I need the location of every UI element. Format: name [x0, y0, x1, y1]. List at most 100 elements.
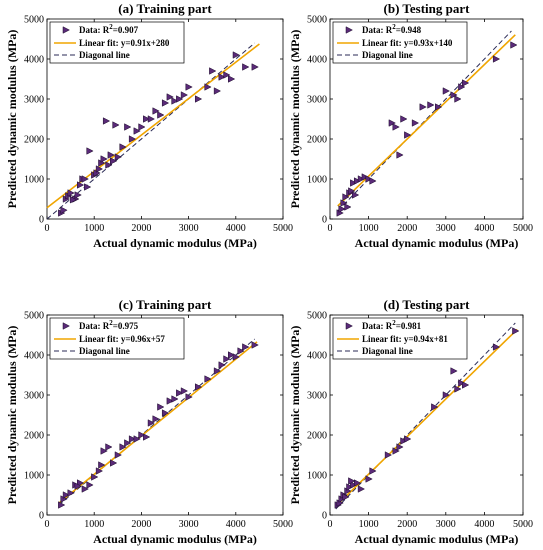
- data-point: [128, 135, 137, 143]
- data-point: [442, 391, 450, 399]
- y-tick-label: 1000: [307, 175, 327, 186]
- data-point: [384, 451, 393, 459]
- plot-frame: [46, 314, 284, 516]
- data-point: [138, 123, 146, 131]
- data-point: [102, 117, 111, 125]
- legend-label-diagonal: Diagonal line: [362, 346, 413, 356]
- legend-label-data-prefix: Data: R: [362, 321, 393, 331]
- data-point: [458, 379, 466, 387]
- y-tick-label: 4000: [307, 351, 327, 362]
- data-point: [67, 489, 75, 497]
- data-point: [419, 103, 427, 111]
- plot-frame: [329, 314, 524, 516]
- y-tick-label: 0: [39, 511, 44, 522]
- data-point: [119, 143, 127, 151]
- data-point: [369, 467, 377, 475]
- data-point: [112, 121, 120, 129]
- data-point: [232, 353, 240, 361]
- data-point: [204, 375, 212, 383]
- data-point: [209, 67, 217, 75]
- chart-panel-4: 0 1000 2000 3000 4000 5000 0 1000 2000 3000 4000 50…: [288, 297, 533, 546]
- y-tick-label: 1000: [307, 471, 327, 482]
- data-point: [76, 181, 85, 189]
- legend-label-data-prefix: Data: R: [362, 25, 393, 35]
- data-point: [357, 175, 366, 183]
- data-point: [431, 403, 439, 411]
- legend-label-data-suffix: =0.981: [396, 321, 422, 331]
- legend-label-data-sup: 2: [392, 319, 396, 327]
- chart-panel-1: 0 1000 2000 3000 4000 5000 0 1000 2000 3000 4000 50…: [5, 1, 293, 250]
- y-tick-label: 3000: [307, 95, 327, 106]
- legend-label-diagonal: Diagonal line: [79, 50, 130, 60]
- data-point: [98, 461, 106, 469]
- legend-label-data-suffix: =0.975: [113, 321, 139, 331]
- data-point: [166, 397, 174, 405]
- y-axis-label: Predicted dynamic modulus (MPa): [288, 30, 302, 209]
- x-tick-label: 5000: [513, 519, 533, 530]
- y-tick-label: 2000: [307, 431, 327, 442]
- data-point: [110, 157, 118, 165]
- data-point: [400, 437, 408, 445]
- data-point: [100, 155, 108, 163]
- data-point: [152, 415, 160, 423]
- linear-fit-line: [58, 341, 258, 504]
- data-point: [396, 443, 404, 451]
- y-tick-label: 1000: [24, 471, 44, 482]
- data-point: [171, 97, 179, 105]
- legend-label-data: Data: R2=0.948: [362, 23, 422, 35]
- legend-label-data: Data: R2=0.981: [362, 319, 422, 331]
- data-point: [454, 95, 462, 103]
- data-point: [365, 475, 373, 483]
- plot-frame: [46, 18, 284, 220]
- data-point: [84, 183, 92, 191]
- legend-label-data-prefix: Data: R: [79, 25, 110, 35]
- data-point: [95, 467, 104, 475]
- legend-label-fit: Linear fit: y=0.91x+280: [79, 38, 170, 48]
- data-point: [152, 107, 160, 115]
- y-tick-label: 1000: [24, 175, 44, 186]
- data-point: [107, 151, 115, 159]
- x-tick-label: 4000: [474, 519, 494, 530]
- x-tick-label: 4000: [226, 223, 246, 234]
- data-point: [185, 83, 193, 91]
- data-point: [147, 115, 155, 123]
- x-axis-label: Actual dynamic modulus (MPa): [93, 532, 257, 546]
- legend-label-data-suffix: =0.907: [113, 25, 139, 35]
- data-point: [350, 179, 358, 187]
- x-tick-label: 5000: [513, 223, 533, 234]
- data-point: [242, 63, 250, 71]
- data-point: [119, 443, 127, 451]
- data-point: [223, 71, 231, 79]
- x-tick-label: 5000: [273, 223, 293, 234]
- legend-marker-data: [62, 322, 70, 330]
- data-point: [411, 119, 420, 127]
- data-point: [180, 91, 189, 99]
- data-point: [60, 206, 68, 214]
- x-axis-label: Actual dynamic modulus (MPa): [355, 236, 519, 250]
- y-tick-label: 0: [322, 215, 327, 226]
- data-point: [133, 435, 141, 443]
- legend-label-data: Data: R2=0.907: [79, 23, 139, 35]
- data-point: [462, 381, 470, 389]
- data-point: [340, 199, 348, 207]
- y-tick-label: 5000: [307, 15, 327, 26]
- x-axis-label: Actual dynamic modulus (MPa): [93, 236, 257, 250]
- data-point: [346, 483, 354, 491]
- x-tick-label: 2000: [397, 519, 417, 530]
- data-point: [204, 83, 212, 91]
- data-point: [161, 409, 170, 417]
- data-point: [342, 493, 350, 501]
- x-tick-label: 3000: [179, 519, 199, 530]
- legend-label-fit: Linear fit: y=0.93x+140: [362, 38, 453, 48]
- y-tick-label: 3000: [24, 391, 44, 402]
- data-point: [458, 83, 466, 91]
- data-point: [510, 41, 518, 49]
- data-point: [454, 385, 462, 393]
- data-point: [166, 93, 174, 101]
- data-point: [218, 361, 226, 369]
- data-point: [86, 147, 94, 155]
- data-point: [365, 175, 373, 183]
- data-point: [185, 393, 193, 401]
- legend-label-data-sup: 2: [109, 319, 113, 327]
- chart-panel-2: 0 1000 2000 3000 4000 5000 0 1000 2000 3000 4000 50…: [288, 1, 533, 250]
